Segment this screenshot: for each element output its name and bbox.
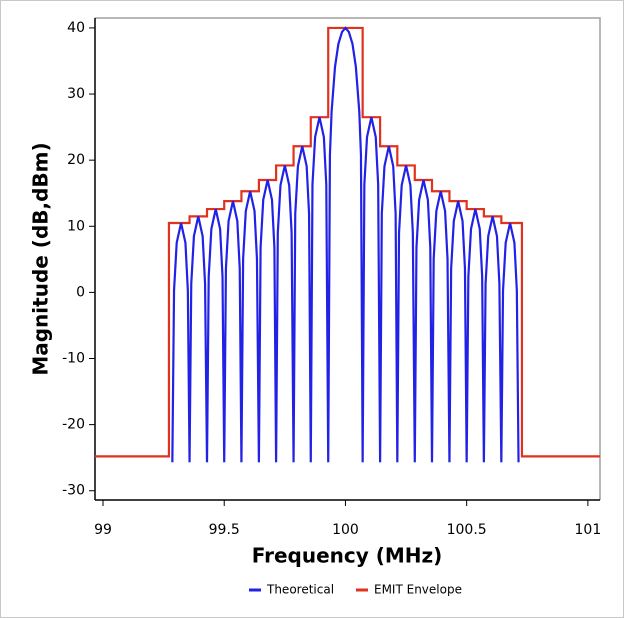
x-tick-label: 99.5 [209, 522, 240, 538]
plot-area [95, 26, 600, 463]
y-tick-label: 20 [67, 152, 85, 168]
x-tick-label: 100 [332, 522, 359, 538]
y-tick-label: 30 [67, 86, 85, 102]
y-tick-label: 10 [67, 218, 85, 234]
x-tick-label: 101 [575, 522, 602, 538]
x-tick-label: 100.5 [447, 522, 487, 538]
series-line [171, 26, 520, 463]
y-tick-label: -10 [62, 351, 85, 367]
y-tick-label: 0 [76, 284, 85, 300]
y-axis-title: Magnitude (dB,dBm) [29, 142, 53, 375]
plot-frame [95, 17, 601, 500]
y-tick-label: -30 [62, 483, 85, 499]
y-tick-label: 40 [67, 20, 85, 36]
legend-label: Theoretical [266, 583, 334, 597]
x-axis-title: Frequency (MHz) [252, 544, 443, 568]
legend-label: EMIT Envelope [374, 583, 462, 597]
y-tick-label: -20 [62, 417, 85, 433]
x-tick-label: 99 [94, 522, 112, 538]
